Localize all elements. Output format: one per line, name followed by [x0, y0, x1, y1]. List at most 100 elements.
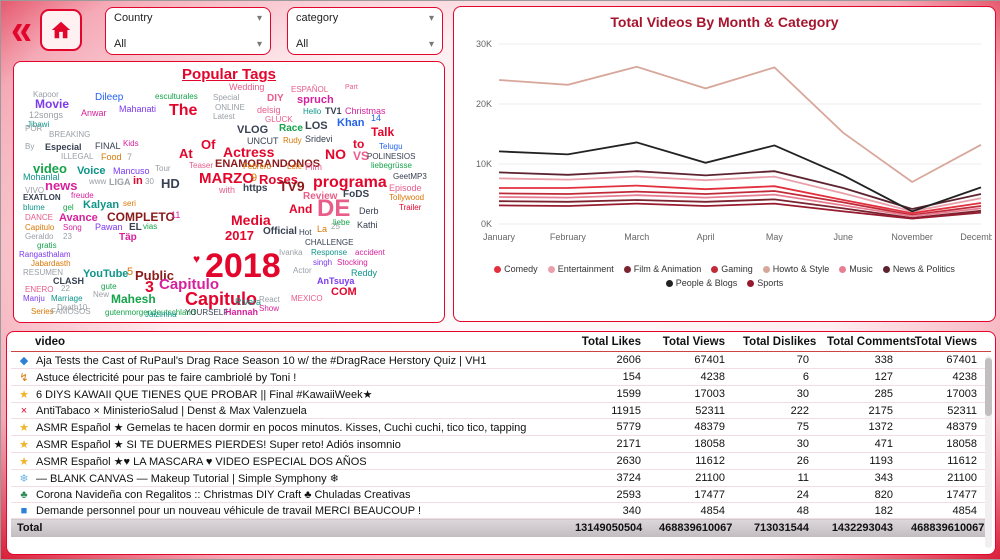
tag-12songs[interactable]: 12songs [29, 110, 64, 120]
tag-challenge[interactable]: CHALLENGE [305, 238, 354, 247]
legend-people-blogs[interactable]: People & Blogs [665, 278, 737, 288]
tag-esculturales[interactable]: esculturales [155, 92, 198, 101]
tag-el[interactable]: EL [129, 222, 142, 233]
tag-antsuya[interactable]: AnTsuya [317, 276, 355, 286]
legend-news-politics[interactable]: News & Politics [882, 264, 955, 274]
tag-de[interactable]: DE [317, 195, 351, 222]
tag-khan[interactable]: Khan [337, 117, 365, 129]
table-row[interactable]: ♣ Corona Navideña con Regalitos :: Christ… [11, 486, 991, 503]
tag-hello[interactable]: Hello [303, 107, 322, 116]
tag-reddy[interactable]: Reddy [351, 268, 378, 278]
tag-latest[interactable]: Latest [213, 112, 235, 121]
tag-gluck[interactable]: GLUCK [265, 115, 293, 124]
tag-uncut[interactable]: UNCUT [247, 136, 279, 146]
tag-vias[interactable]: vias [143, 222, 158, 231]
tag-talk[interactable]: Talk [371, 125, 395, 139]
tag-news[interactable]: news [45, 178, 78, 193]
legend-gaming[interactable]: Gaming [711, 264, 753, 274]
tag-tv1[interactable]: TV1 [325, 106, 342, 116]
tag-gratis[interactable]: gratis [37, 241, 57, 250]
tag-film[interactable]: Film [305, 162, 322, 172]
back-icon[interactable]: « [11, 5, 33, 55]
tag-hot[interactable]: Hot [299, 228, 312, 237]
country-filter-value[interactable]: All ▾ [114, 38, 262, 50]
tag-roses[interactable]: Roses [259, 172, 299, 187]
legend-entertainment[interactable]: Entertainment [547, 264, 614, 274]
tag-23[interactable]: 23 [63, 232, 72, 241]
column-header[interactable]: Total Views [655, 333, 739, 352]
tag-jaizimha[interactable]: Jaizimha [145, 310, 177, 318]
table-row[interactable]: ↯ Astuce électricité pour pas te faire ca… [11, 368, 991, 386]
tag-gute[interactable]: gute [101, 282, 117, 291]
tag-diy[interactable]: DIY [267, 93, 284, 104]
tag-avance[interactable]: Avance [59, 212, 98, 224]
tag-programa[interactable]: programa [313, 174, 387, 191]
tag-jibawi[interactable]: Jibawi [27, 120, 50, 129]
column-header[interactable]: Total Comments [823, 333, 916, 352]
tag-kalyan[interactable]: Kalyan [83, 199, 120, 211]
tag-anwar[interactable]: Anwar [81, 108, 107, 118]
tag-5[interactable]: 5 [127, 266, 134, 278]
tag-breaking[interactable]: BREAKING [49, 130, 91, 139]
tag-tp[interactable]: Täp [119, 232, 137, 243]
tag-tv9[interactable]: TV9 [279, 178, 305, 194]
tag-mohanlal[interactable]: Mohanlal [23, 172, 60, 182]
tag-delsig[interactable]: delsig [257, 105, 281, 115]
tag-yourself[interactable]: YOURSELF [185, 308, 229, 317]
column-header[interactable]: Total Likes [571, 333, 655, 352]
tag-capitulo[interactable]: Capitulo [25, 223, 55, 232]
tag-derb[interactable]: Derb [359, 206, 379, 216]
tag-7[interactable]: 7 [127, 152, 133, 162]
tag-enero[interactable]: ENERO [25, 285, 54, 294]
tag-actor[interactable]: Actor [293, 266, 312, 275]
tag-vivo[interactable]: VIVO [25, 186, 45, 195]
tag-https[interactable]: https [243, 183, 268, 194]
tag-trailer[interactable]: Trailer [399, 203, 422, 212]
category-filter-label[interactable]: category ▾ [296, 12, 434, 24]
tag-dance[interactable]: DANCE [25, 213, 54, 222]
tag-and[interactable]: And [289, 202, 313, 216]
tag-public[interactable]: Public [135, 268, 175, 283]
tag-22[interactable]: 22 [61, 284, 70, 293]
tag-[interactable]: ♥ [193, 252, 201, 266]
tag-11[interactable]: 11 [171, 210, 181, 220]
tag-rivera[interactable]: Rivera [235, 297, 262, 307]
tag-hd[interactable]: HD [161, 176, 180, 191]
tag-famosos[interactable]: FAMOSOS [51, 307, 91, 316]
tag-series[interactable]: Series [31, 307, 54, 316]
tag-por[interactable]: POR [25, 124, 43, 133]
tag-new[interactable]: New [93, 290, 110, 299]
tag-liebe[interactable]: liebe [333, 218, 350, 227]
tag-www[interactable]: www [89, 177, 107, 186]
category-filter-value[interactable]: All ▾ [296, 38, 434, 50]
tag-hannah[interactable]: Hannah [225, 307, 259, 317]
tag-9[interactable]: 9 [251, 172, 258, 184]
tag-ivanka[interactable]: Ivanka [279, 248, 303, 257]
tag-3[interactable]: 3 [145, 279, 154, 296]
tag-marriage[interactable]: Marriage [51, 294, 83, 303]
tag-episode[interactable]: Episode [389, 183, 422, 193]
tag-liga[interactable]: LIGA [109, 177, 131, 187]
legend-film-animation[interactable]: Film & Animation [623, 264, 701, 274]
tag-exatlon[interactable]: EXATLON [23, 193, 61, 202]
tag-2017[interactable]: 2017 [225, 228, 254, 243]
tag-resumen[interactable]: RESUMEN [23, 268, 64, 277]
table-row[interactable]: ■ Demande personnel pour un nouveau véhic… [11, 502, 991, 519]
tag-online[interactable]: ONLINE [215, 103, 245, 112]
table-scrollbar-thumb[interactable] [985, 358, 992, 416]
tag-manju[interactable]: Manju [23, 294, 45, 303]
tag-capitulo[interactable]: Capitulo [185, 289, 257, 309]
legend-howto-style[interactable]: Howto & Style [762, 264, 829, 274]
tag-at[interactable]: At [179, 146, 193, 161]
home-button[interactable] [40, 9, 83, 51]
tag-of[interactable]: Of [201, 137, 216, 152]
legend-comedy[interactable]: Comedy [494, 264, 538, 274]
column-header[interactable]: Total Dislikes [739, 333, 823, 352]
tag-actress[interactable]: Actress [223, 144, 275, 160]
tag-to[interactable]: to [353, 137, 365, 151]
tag-the[interactable]: The [169, 102, 198, 119]
tag-14[interactable]: 14 [371, 113, 382, 123]
tag-blume[interactable]: blume [23, 203, 45, 212]
tag-death10[interactable]: Death10 [57, 303, 88, 312]
tag-vs[interactable]: VS [353, 149, 370, 163]
